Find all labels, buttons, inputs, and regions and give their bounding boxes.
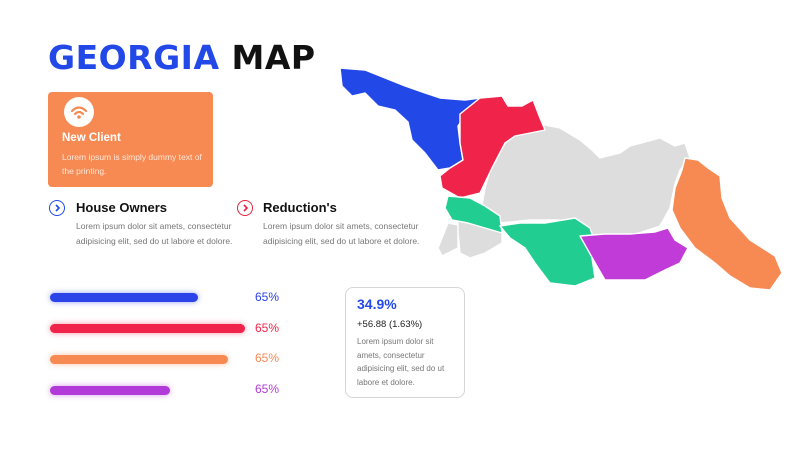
stat-card <box>345 287 465 398</box>
chevron-right-icon <box>237 200 253 216</box>
title-part2: MAP <box>231 38 316 77</box>
wifi-icon <box>64 97 94 127</box>
stat-change: +56.88 (1.63%) <box>357 319 423 330</box>
new-client-title: New Client <box>62 132 121 144</box>
progress-label-4: 65% <box>255 382 280 396</box>
progress-bar-1 <box>50 293 198 302</box>
new-client-text: Lorem ipsum is simply dummy text of the … <box>62 152 202 176</box>
reductions-text: Lorem ipsum dolor sit amets, consectetur… <box>263 221 420 246</box>
progress-bar-2 <box>50 324 245 333</box>
stat-text: Lorem ipsum dolor sit amets, consectetur… <box>357 337 445 387</box>
map-region-central <box>479 122 691 239</box>
map-region-guria <box>444 195 503 234</box>
chevron-right-icon <box>49 200 65 216</box>
map-region-adjara <box>437 222 459 257</box>
progress-label-3: 65% <box>255 351 280 365</box>
page-title: GEORGIA MAP <box>48 38 316 77</box>
house-owners-title: House Owners <box>76 200 168 215</box>
map-region-kakheti <box>671 157 783 291</box>
map-region-kvemo-kartli <box>579 227 689 281</box>
title-part1: GEORGIA <box>48 38 220 77</box>
georgia-map <box>339 67 783 291</box>
reductions-title: Reduction's <box>263 200 337 215</box>
house-owners-text: Lorem ipsum dolor sit amets, consectetur… <box>76 221 233 246</box>
progress-bar-3 <box>50 355 228 364</box>
progress-label-1: 65% <box>255 290 280 304</box>
progress-bar-4 <box>50 386 170 395</box>
map-region-samtskhe <box>499 217 596 287</box>
progress-label-2: 65% <box>255 321 280 335</box>
map-region-samegrelo <box>439 95 546 199</box>
map-region-abkhazia <box>339 67 481 171</box>
stat-value: 34.9% <box>357 296 397 312</box>
